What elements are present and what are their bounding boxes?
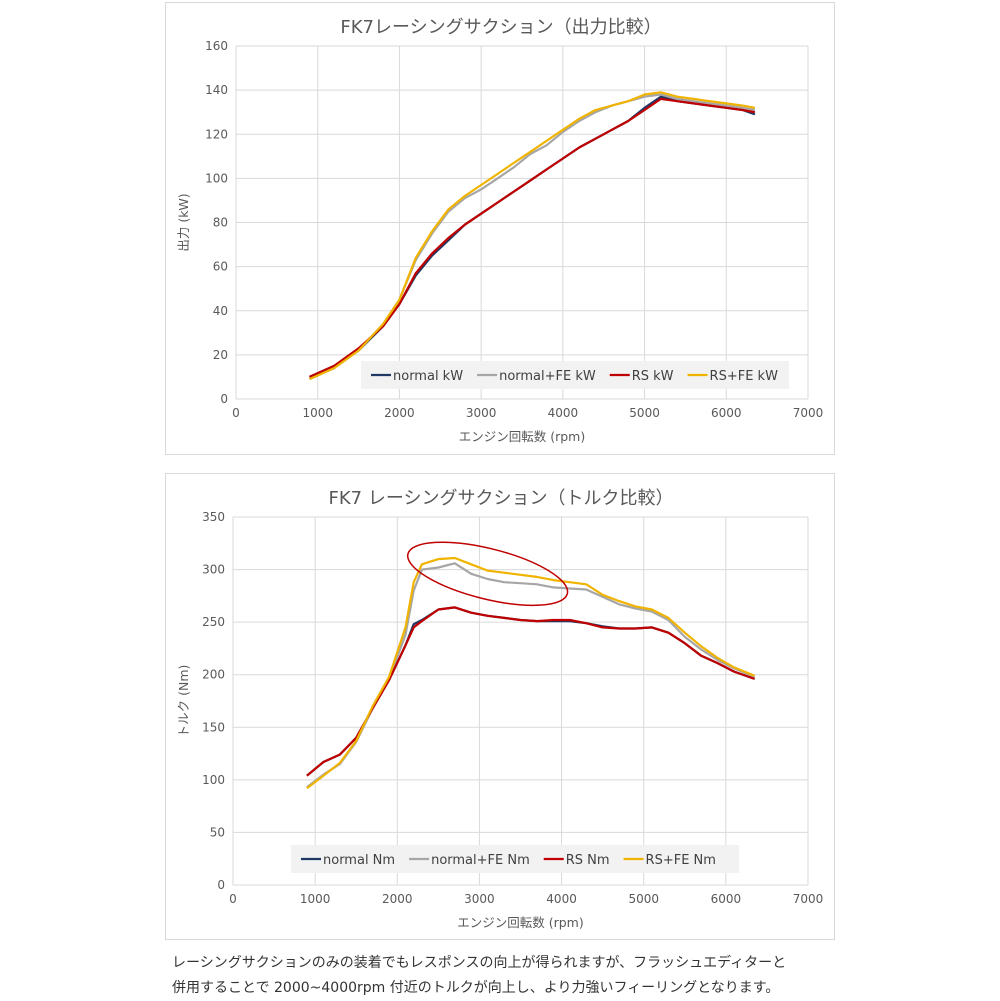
x-tick-label: 3000 — [464, 892, 495, 906]
series-line-rs-fe-nm — [306, 556, 756, 790]
series-line-rs-nm — [306, 606, 755, 777]
y-tick-label: 20 — [213, 348, 228, 362]
y-tick-label: 0 — [220, 392, 228, 406]
legend-box — [291, 845, 739, 873]
x-tick-label: 2000 — [384, 406, 415, 420]
torque-chart: FK7 レーシングサクション（トルク比較）0 1000 2000 3000 4000 50… — [176, 488, 824, 930]
legend-box — [361, 361, 789, 389]
y-tick-label: 100 — [202, 773, 225, 787]
y-tick-label: 60 — [213, 260, 228, 274]
legend: normal kW normal+FE kW RS kW RS+FE kW — [361, 361, 789, 389]
power-chart-panel: FK7レーシングサクション（出力比較） 0 1000 2000 3000 4000 5000… — [165, 2, 835, 455]
x-tick-label: 2000 — [382, 892, 413, 906]
legend-item-label: normal+FE kW — [499, 369, 596, 384]
y-tick-label: 120 — [205, 127, 228, 141]
x-tick-label: 3000 — [466, 406, 497, 420]
x-tick-label: 4000 — [546, 892, 577, 906]
x-tick-label: 5000 — [629, 406, 660, 420]
y-tick-label: 350 — [202, 510, 225, 524]
y-tick-label: 300 — [202, 563, 225, 577]
x-tick-label: 1000 — [302, 406, 333, 420]
legend-item-label: RS+FE Nm — [646, 853, 716, 868]
power-chart: FK7レーシングサクション（出力比較）0 1000 2000 3000 4000 5000… — [176, 17, 824, 444]
y-tick-label: 250 — [202, 615, 225, 629]
legend-item-label: RS kW — [632, 369, 674, 384]
x-axis-label: エンジン回転数 (rpm) — [459, 429, 585, 444]
x-tick-label: 0 — [232, 406, 240, 420]
x-tick-label: 5000 — [628, 892, 659, 906]
y-tick-label: 40 — [213, 304, 228, 318]
y-tick-label: 140 — [205, 83, 228, 97]
chart-title: FK7レーシングサクション（出力比較） — [340, 17, 661, 38]
x-tick-label: 1000 — [300, 892, 331, 906]
y-tick-label: 0 — [217, 878, 225, 892]
caption-line-2: 併用することで 2000~4000rpm 付近のトルクが向上し、より力強いフィー… — [172, 980, 780, 996]
chart-title: FK7 レーシングサクション（トルク比較） — [329, 488, 674, 509]
caption-line-1: レーシングサクションのみの装着でもレスポンスの向上が得られますが、フラッシュエデ… — [172, 955, 787, 971]
y-tick-label: 200 — [202, 668, 225, 682]
y-axis-label: トルク (Nm) — [176, 665, 191, 738]
series-line-normal-fe-nm — [306, 562, 756, 789]
x-tick-label: 6000 — [711, 892, 742, 906]
legend: normal Nm normal+FE Nm RS Nm RS+FE Nm — [291, 845, 739, 873]
x-tick-label: 7000 — [793, 892, 824, 906]
series-line-rs-fe-kw — [309, 91, 756, 381]
series-line-normal-kw — [309, 95, 756, 378]
legend-item-label: RS Nm — [566, 853, 610, 868]
y-tick-label: 80 — [213, 216, 228, 230]
x-tick-label: 7000 — [793, 406, 824, 420]
legend-item-label: normal kW — [393, 369, 463, 384]
caption: レーシングサクションのみの装着でもレスポンスの向上が得られますが、フラッシュエデ… — [172, 951, 852, 1001]
series-line-normal-fe-kw — [309, 93, 756, 381]
y-axis-label: 出力 (kW) — [176, 193, 191, 251]
x-tick-label: 4000 — [548, 406, 579, 420]
series-line-rs-kw — [309, 97, 756, 378]
x-axis-label: エンジン回転数 (rpm) — [457, 915, 583, 930]
y-tick-label: 150 — [202, 720, 225, 734]
legend-item-label: normal+FE Nm — [431, 853, 530, 868]
highlight-ellipse — [406, 541, 569, 607]
x-tick-label: 0 — [229, 892, 237, 906]
x-tick-label: 6000 — [711, 406, 742, 420]
legend-item-label: RS+FE kW — [710, 369, 779, 384]
y-tick-label: 100 — [205, 171, 228, 185]
series-line-normal-nm — [306, 606, 755, 777]
y-tick-label: 160 — [205, 39, 228, 53]
torque-chart-panel: FK7 レーシングサクション（トルク比較） 0 1000 2000 3000 4000 50… — [165, 473, 835, 940]
y-tick-label: 50 — [210, 825, 225, 839]
legend-item-label: normal Nm — [323, 853, 395, 868]
